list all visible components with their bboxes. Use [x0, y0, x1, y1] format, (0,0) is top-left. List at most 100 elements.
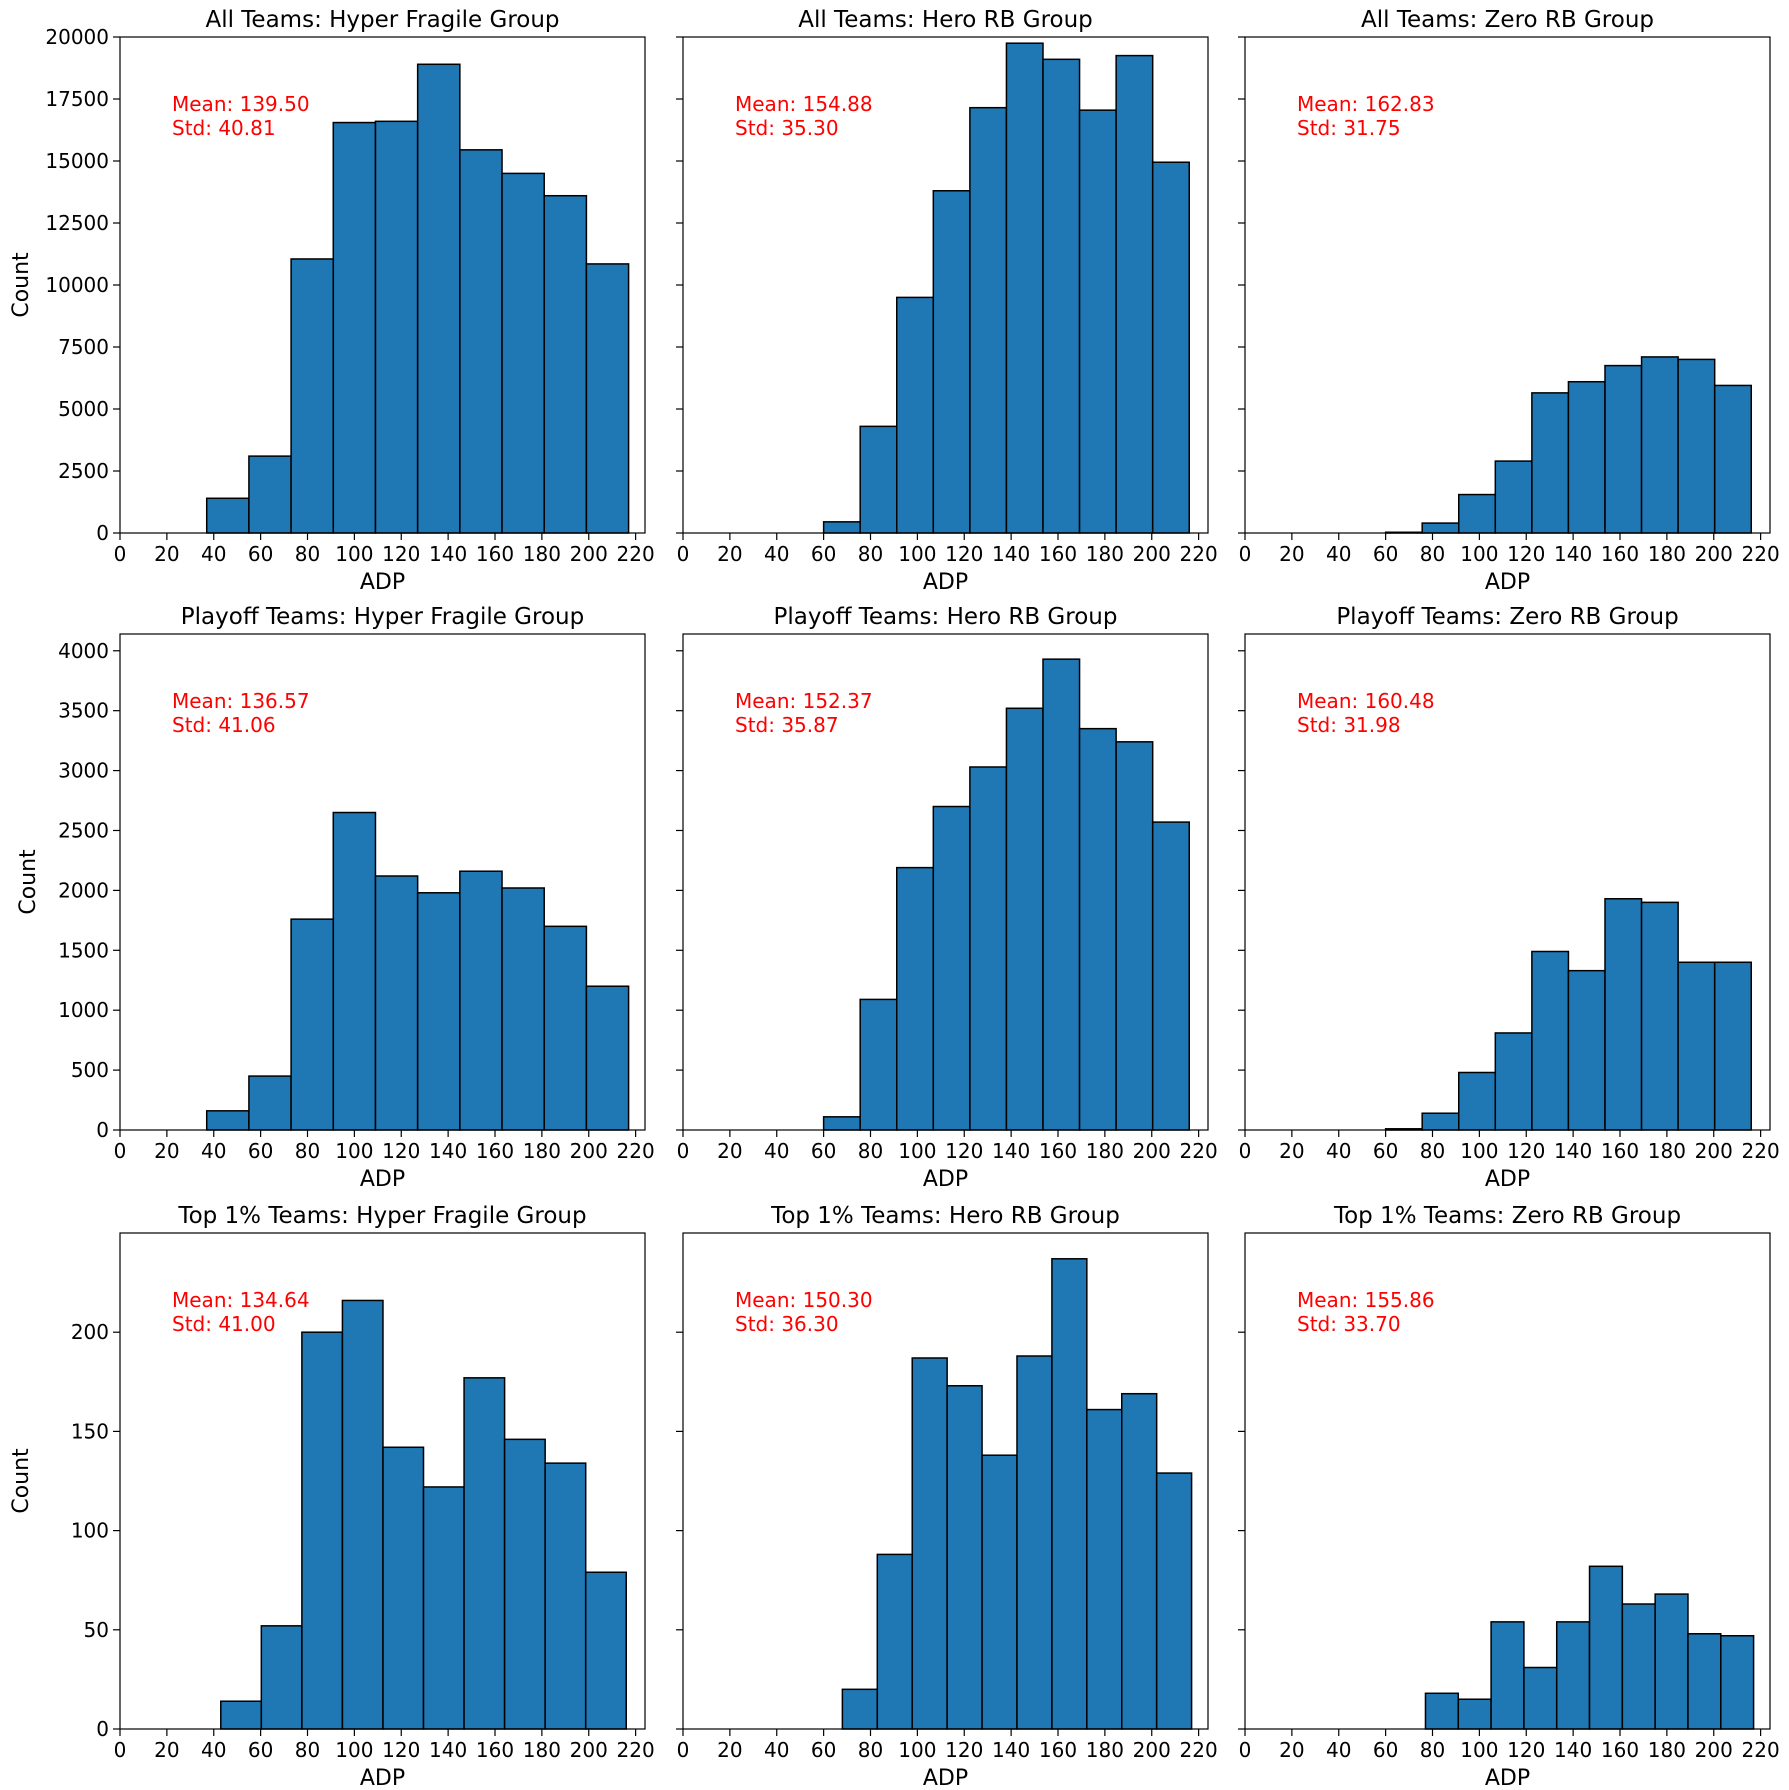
axes-frame [682, 1232, 1209, 1730]
histogram-panel: Playoff Teams: Zero RB Group 0 20 40 60 80 100… [1238, 604, 1780, 1192]
histogram-bar [220, 1700, 263, 1730]
x-tick-label: 60 [811, 1738, 836, 1762]
x-tick-label: 160 [1039, 542, 1077, 566]
histogram-panel: Playoff Teams: Hyper Fragile Group 0 20 40 6… [16, 604, 655, 1192]
x-tick-label: 40 [1326, 1738, 1351, 1762]
x-axis-label: ADP [1485, 1167, 1530, 1192]
histogram-panel: Top 1% Teams: Hyper Fragile Group 0 20 40 60… [9, 1203, 655, 1790]
x-tick-label: 0 [114, 542, 127, 566]
axes-frame [682, 633, 1209, 1131]
x-tick-label: 20 [1279, 542, 1304, 566]
x-axis-label: ADP [360, 1167, 405, 1192]
x-tick-label: 80 [295, 1738, 320, 1762]
histogram-bar [1654, 1593, 1689, 1730]
mean-annotation: Mean: 162.83 [1297, 92, 1435, 116]
mean-annotation: Mean: 139.50 [172, 92, 310, 116]
x-tick-label: 40 [764, 1139, 789, 1163]
x-tick-label: 140 [429, 1139, 467, 1163]
x-tick-label: 120 [1507, 1738, 1545, 1762]
x-tick-label: 40 [1326, 542, 1351, 566]
x-tick-label: 100 [1460, 1139, 1498, 1163]
x-tick-label: 200 [570, 1139, 608, 1163]
histogram-bar [543, 194, 588, 534]
x-tick-label: 160 [476, 1738, 514, 1762]
histogram-bar [543, 925, 588, 1131]
std-annotation: Std: 31.98 [1297, 713, 1401, 737]
histogram-panel: Top 1% Teams: Zero RB Group 0 20 40 60 80 100 1… [1238, 1203, 1780, 1790]
y-tick-label: 1500 [58, 938, 109, 962]
x-axis-label: ADP [360, 1766, 405, 1790]
x-tick-label: 200 [1133, 1139, 1171, 1163]
x-tick-label: 180 [1086, 542, 1124, 566]
x-axis-label: ADP [923, 570, 968, 595]
y-tick-label: 3500 [58, 699, 109, 723]
histogram-bar [382, 1446, 425, 1730]
y-tick-label: 1000 [58, 998, 109, 1022]
x-tick-label: 140 [992, 542, 1030, 566]
histogram-bar [463, 1377, 506, 1730]
histogram-bar [896, 296, 935, 534]
histogram-bar [932, 805, 971, 1131]
y-tick-label: 4000 [58, 639, 109, 663]
histogram-bar [205, 497, 250, 534]
x-tick-label: 220 [1180, 542, 1218, 566]
histogram-bar [1086, 1408, 1123, 1730]
panel-title: All Teams: Hero RB Group [798, 7, 1093, 33]
mean-annotation: Mean: 136.57 [172, 689, 310, 713]
histogram-bar [946, 1385, 983, 1730]
x-tick-label: 60 [1373, 1738, 1398, 1762]
histogram-bar [374, 875, 419, 1131]
histogram-panel: All Teams: Zero RB Group 0 20 40 60 80 100 120 1… [1238, 7, 1780, 595]
x-tick-label: 180 [1648, 542, 1686, 566]
x-tick-label: 60 [248, 1738, 273, 1762]
x-tick-label: 200 [1133, 1738, 1171, 1762]
histogram-bar [1604, 898, 1643, 1131]
x-axis-label: ADP [360, 570, 405, 595]
y-tick-label: 0 [96, 521, 109, 545]
x-tick-label: 120 [382, 542, 420, 566]
histogram-panel: All Teams: Hero RB Group 0 20 40 60 80 100 120 1… [676, 7, 1218, 595]
x-tick-label: 220 [1742, 1738, 1780, 1762]
std-annotation: Std: 36.30 [735, 1312, 839, 1336]
panel-title: Top 1% Teams: Hyper Fragile Group [177, 1203, 586, 1229]
x-tick-label: 80 [858, 1139, 883, 1163]
axes-frame [119, 633, 646, 1131]
histogram-bar [290, 918, 335, 1131]
histogram-bar [1078, 109, 1117, 534]
histogram-bar [969, 106, 1008, 534]
histogram-bar [459, 149, 503, 534]
histogram-bar [896, 866, 935, 1131]
histogram-bar [260, 1625, 303, 1730]
histogram-bar [416, 63, 461, 534]
histogram-bar [459, 870, 503, 1131]
x-axis-label: ADP [923, 1167, 968, 1192]
panel-title: All Teams: Zero RB Group [1361, 7, 1654, 33]
panel-title: Playoff Teams: Hero RB Group [774, 604, 1118, 630]
x-tick-label: 140 [992, 1738, 1030, 1762]
histogram-bar [1016, 1355, 1053, 1730]
x-tick-label: 40 [764, 542, 789, 566]
x-tick-label: 60 [248, 542, 273, 566]
histogram-bar [205, 1110, 250, 1131]
histogram-bar [341, 1299, 384, 1730]
x-tick-label: 100 [898, 542, 936, 566]
x-tick-label: 20 [717, 1738, 742, 1762]
histogram-bar [1458, 493, 1497, 534]
x-tick-label: 80 [295, 1139, 320, 1163]
x-tick-label: 140 [429, 1738, 467, 1762]
x-tick-label: 20 [154, 542, 179, 566]
x-tick-label: 100 [335, 1139, 373, 1163]
x-tick-label: 120 [1507, 542, 1545, 566]
histogram-bar [1421, 1112, 1460, 1131]
x-tick-label: 100 [335, 542, 373, 566]
panel-title: Playoff Teams: Zero RB Group [1336, 604, 1678, 630]
histogram-bar [248, 1075, 292, 1131]
x-tick-label: 20 [1279, 1139, 1304, 1163]
x-axis-label: ADP [1485, 1766, 1530, 1790]
x-tick-label: 40 [201, 1139, 226, 1163]
x-tick-label: 40 [201, 1738, 226, 1762]
x-tick-label: 200 [1695, 542, 1733, 566]
histogram-bar [1005, 42, 1044, 534]
x-tick-label: 60 [1373, 1139, 1398, 1163]
histogram-bar [859, 998, 898, 1131]
